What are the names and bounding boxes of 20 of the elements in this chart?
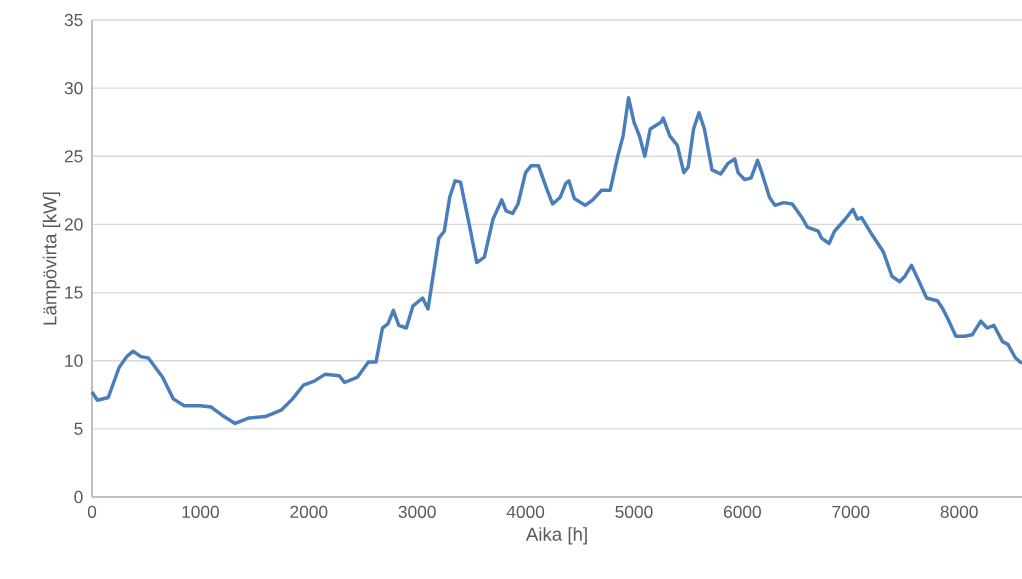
y-tick-label: 0 bbox=[74, 490, 83, 504]
x-tick-label: 3000 bbox=[398, 505, 436, 518]
y-tick-label: 35 bbox=[64, 13, 83, 27]
x-tick-label: 4000 bbox=[506, 505, 545, 518]
y-tick-label: 5 bbox=[74, 422, 83, 435]
y-tick-label: 25 bbox=[64, 150, 83, 163]
x-tick-label: 8000 bbox=[940, 505, 978, 518]
y-tick-label: 10 bbox=[65, 354, 83, 367]
x-tick-label: 1000 bbox=[182, 505, 219, 518]
x-tick-label: 0 bbox=[87, 505, 97, 518]
y-tick-label: 15 bbox=[65, 286, 83, 299]
line-series bbox=[90, 95, 1022, 426]
x-tick-label: 5000 bbox=[615, 505, 653, 518]
y-axis-title: Lämpövirta [kW] bbox=[42, 192, 61, 325]
x-tick-label: 2000 bbox=[290, 505, 328, 518]
x-axis-title: Aika [h] bbox=[525, 527, 587, 545]
y-tick-label: 30 bbox=[64, 82, 83, 95]
y-tick-label: 20 bbox=[64, 218, 83, 231]
x-tick-label: 6000 bbox=[723, 505, 761, 518]
x-tick-label: 7000 bbox=[832, 505, 870, 518]
